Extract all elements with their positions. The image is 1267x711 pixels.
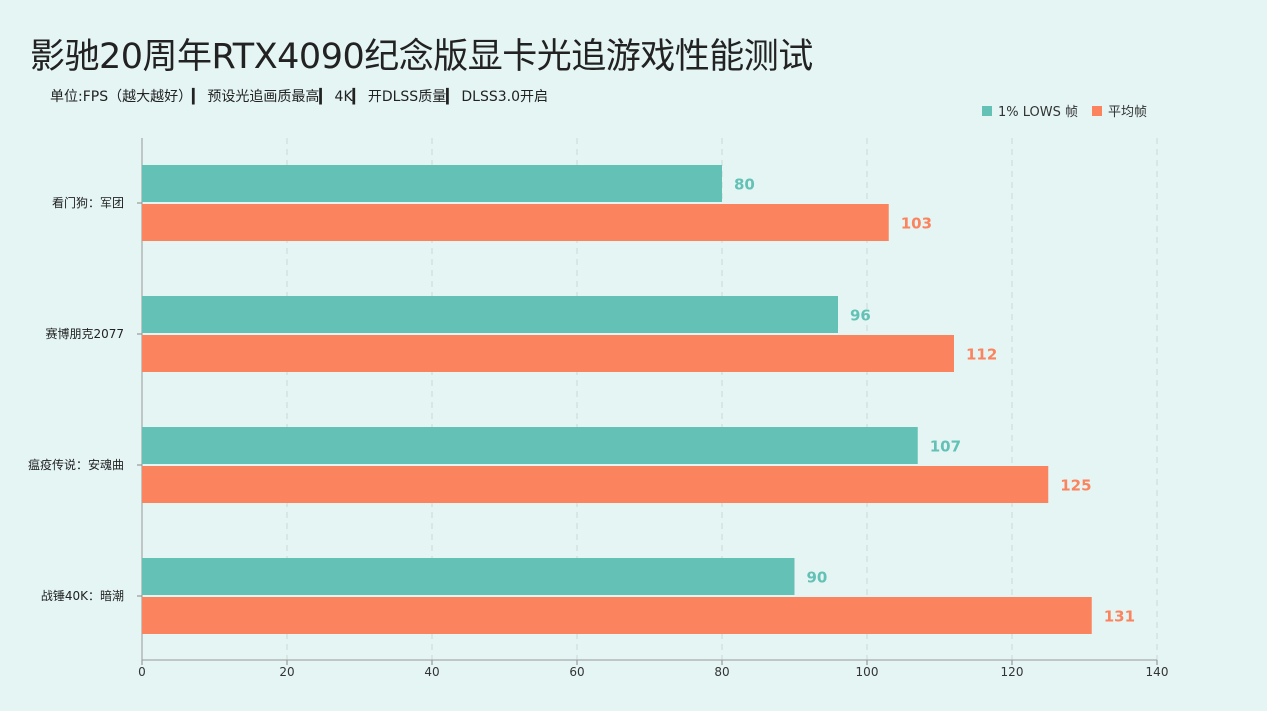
data-label: 103 — [901, 215, 932, 233]
legend-swatch — [1092, 105, 1103, 116]
chart-title: 影驰20周年RTX4090纪念版显卡光追游戏性能测试 — [30, 37, 813, 77]
bar — [142, 427, 918, 464]
data-label: 112 — [966, 346, 997, 364]
bar — [142, 204, 889, 241]
legend-label: 平均帧 — [1108, 105, 1148, 120]
y-tick-label: 赛博朋克2077 — [45, 326, 124, 341]
x-tick-label: 20 — [279, 665, 294, 679]
bar — [142, 466, 1049, 503]
legend-label: 1% LOWS 帧 — [998, 105, 1079, 120]
legend-item: 平均帧 — [1092, 101, 1147, 120]
data-label: 96 — [850, 307, 871, 325]
bar — [142, 597, 1092, 634]
x-tick-label: 140 — [1146, 665, 1169, 679]
y-tick-label: 看门狗：军团 — [52, 195, 124, 210]
bar — [142, 296, 838, 333]
legend-item: 1% LOWS 帧 — [982, 101, 1078, 120]
x-tick-label: 40 — [424, 665, 439, 679]
bar — [142, 558, 795, 595]
data-label: 131 — [1104, 608, 1135, 626]
x-tick-label: 0 — [138, 665, 146, 679]
x-tick-label: 100 — [856, 665, 879, 679]
x-tick-label: 80 — [714, 665, 729, 679]
bar — [142, 165, 722, 202]
x-tick-label: 120 — [1001, 665, 1024, 679]
y-tick-label: 瘟疫传说：安魂曲 — [28, 457, 124, 472]
chart-subtitle: 单位:FPS（越大越好）▎ 预设光追画质最高▎ 4K▎ 开DLSS质量▎ DLS… — [50, 89, 549, 105]
legend: 1% LOWS 帧 平均帧 — [982, 101, 1147, 120]
data-label: 107 — [930, 438, 961, 456]
bar — [142, 335, 954, 372]
legend-swatch — [982, 105, 992, 116]
data-label: 90 — [807, 569, 828, 587]
x-tick-label: 60 — [569, 665, 584, 679]
data-label: 80 — [734, 176, 755, 194]
data-label: 125 — [1060, 477, 1091, 495]
y-tick-label: 战锤40K：暗潮 — [41, 588, 124, 603]
